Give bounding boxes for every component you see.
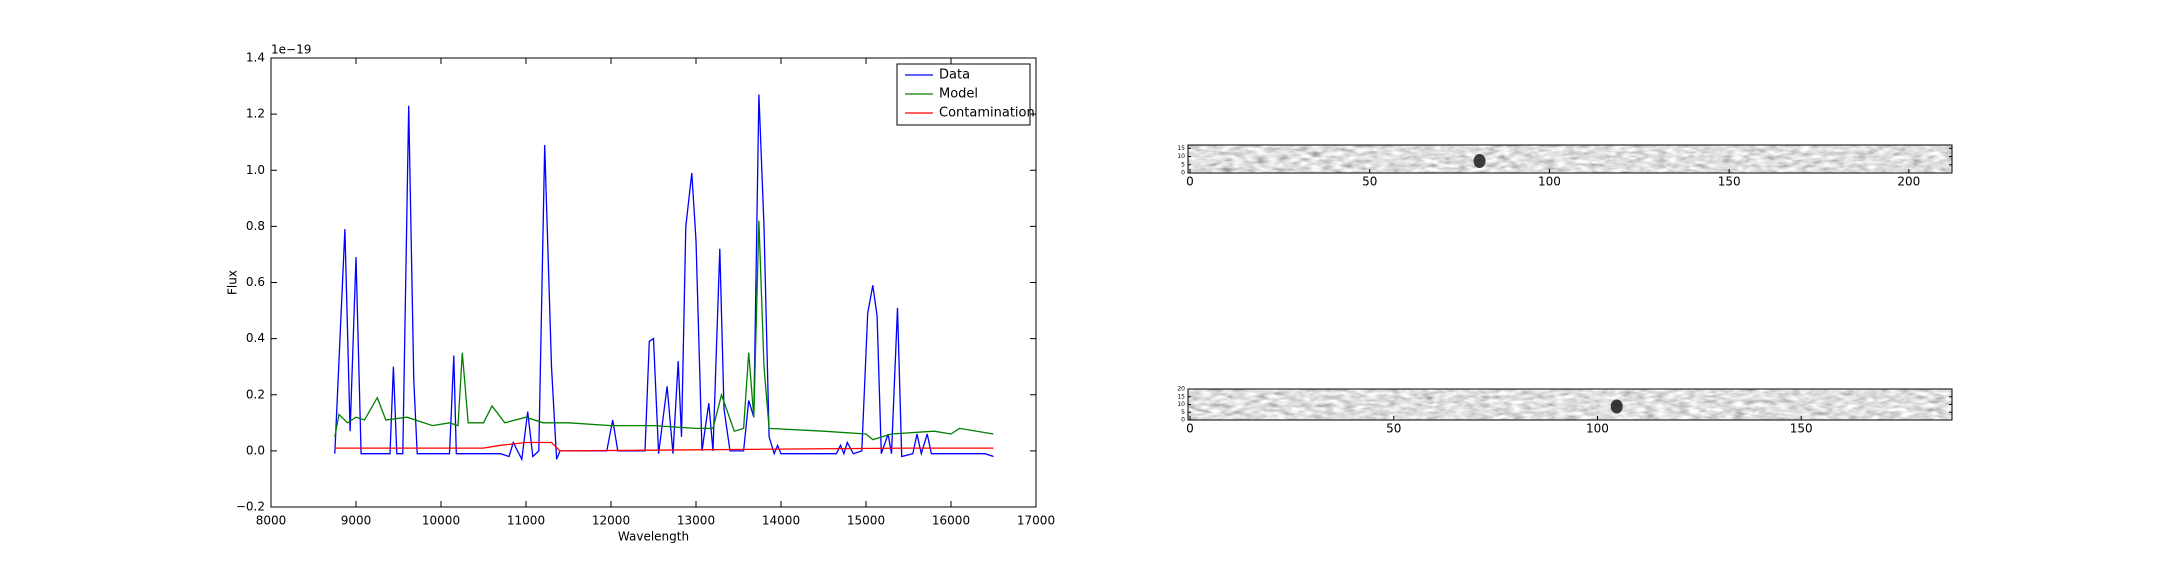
x-tick-label: 50	[1362, 175, 1377, 189]
y-tick-label: 0.2	[246, 387, 265, 401]
image-spot	[1473, 154, 1486, 168]
legend: Data Model Contamination	[896, 63, 1035, 126]
x-tick-label: 14000	[762, 514, 800, 528]
x-tick-label: 12000	[592, 514, 630, 528]
x-tick-label: 9000	[341, 514, 372, 528]
y-tick-label: 15	[1177, 393, 1185, 400]
y-tick-label: 1.2	[246, 107, 265, 121]
legend-label: Data	[939, 68, 970, 83]
x-tick-label: 150	[1790, 422, 1813, 436]
x-tick-label: 50	[1386, 422, 1401, 436]
image-spot	[1610, 399, 1623, 414]
spectrum-image	[1188, 145, 1952, 173]
data-line	[334, 441, 994, 452]
y-axis-label: Flux	[226, 270, 240, 295]
x-tick-label: 0	[1186, 422, 1194, 436]
legend-label: Model	[939, 87, 978, 102]
x-axis-label: Wavelength	[618, 530, 689, 544]
offset-text: 1e−19	[271, 43, 311, 57]
plot-frame	[270, 57, 1037, 508]
y-tick-label: 5	[1181, 409, 1185, 416]
y-tick-label: 0.4	[246, 331, 265, 345]
legend-label: Contamination	[939, 106, 1035, 121]
x-tick-label: 10000	[422, 514, 460, 528]
y-tick-label: 0	[1181, 170, 1185, 177]
y-tick-label: 1.4	[246, 51, 265, 65]
x-tick-label: 16000	[932, 514, 970, 528]
x-tick-label: 0	[1186, 175, 1194, 189]
y-tick-label: 10	[1177, 153, 1185, 160]
data-line	[334, 94, 994, 462]
y-tick-label: 0.0	[246, 443, 265, 457]
y-tick-label: −0.2	[236, 500, 265, 514]
x-tick-label: 100	[1586, 422, 1609, 436]
x-tick-label: 150	[1718, 175, 1741, 189]
x-tick-label: 15000	[847, 514, 885, 528]
y-tick-label: 0.6	[246, 275, 265, 289]
y-tick-label: 0	[1181, 417, 1185, 424]
image-frame	[1187, 144, 1953, 174]
image-frame	[1187, 388, 1953, 421]
y-tick-label: 1.0	[246, 163, 265, 177]
x-tick-label: 200	[1897, 175, 1920, 189]
y-tick-label: 20	[1177, 386, 1185, 393]
y-tick-label: 0.8	[246, 219, 265, 233]
y-tick-label: 5	[1181, 161, 1185, 168]
x-tick-label: 11000	[507, 514, 545, 528]
x-tick-label: 13000	[677, 514, 715, 528]
x-tick-label: 8000	[256, 514, 287, 528]
y-tick-label: 15	[1177, 145, 1185, 152]
spectrum-image	[1188, 389, 1952, 420]
x-tick-label: 17000	[1017, 514, 1055, 528]
x-tick-label: 100	[1538, 175, 1561, 189]
y-tick-label: 10	[1177, 401, 1185, 408]
data-line	[334, 220, 994, 441]
plot-area	[271, 58, 1036, 507]
